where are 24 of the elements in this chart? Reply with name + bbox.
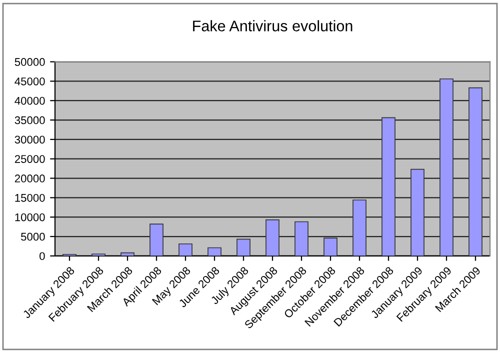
y-tick-label: 5000 [21,232,45,241]
y-tick-label: 30000 [14,136,45,144]
chart-title: Fake Antivirus evolution [193,20,352,32]
y-tick-label: 20000 [14,174,45,182]
y-tick-label: 10000 [15,213,45,222]
bar [150,224,164,256]
y-tick-label: 50000 [14,58,45,66]
bar [324,238,338,256]
y-tick-label: 0 [40,252,45,260]
bar [266,219,280,256]
y-tick-label: 25000 [14,155,45,163]
bar [468,87,482,256]
bar [382,117,396,256]
bar [410,168,424,256]
y-tick-label: 35000 [14,116,45,124]
y-tick-label: 40000 [14,96,45,105]
bar [352,200,366,256]
bar [208,247,222,256]
y-tick-label: 15000 [15,194,45,202]
bar [440,78,454,256]
bar [294,221,308,256]
bar [178,243,192,256]
y-tick-label: 45000 [14,77,45,86]
bar [236,238,250,256]
